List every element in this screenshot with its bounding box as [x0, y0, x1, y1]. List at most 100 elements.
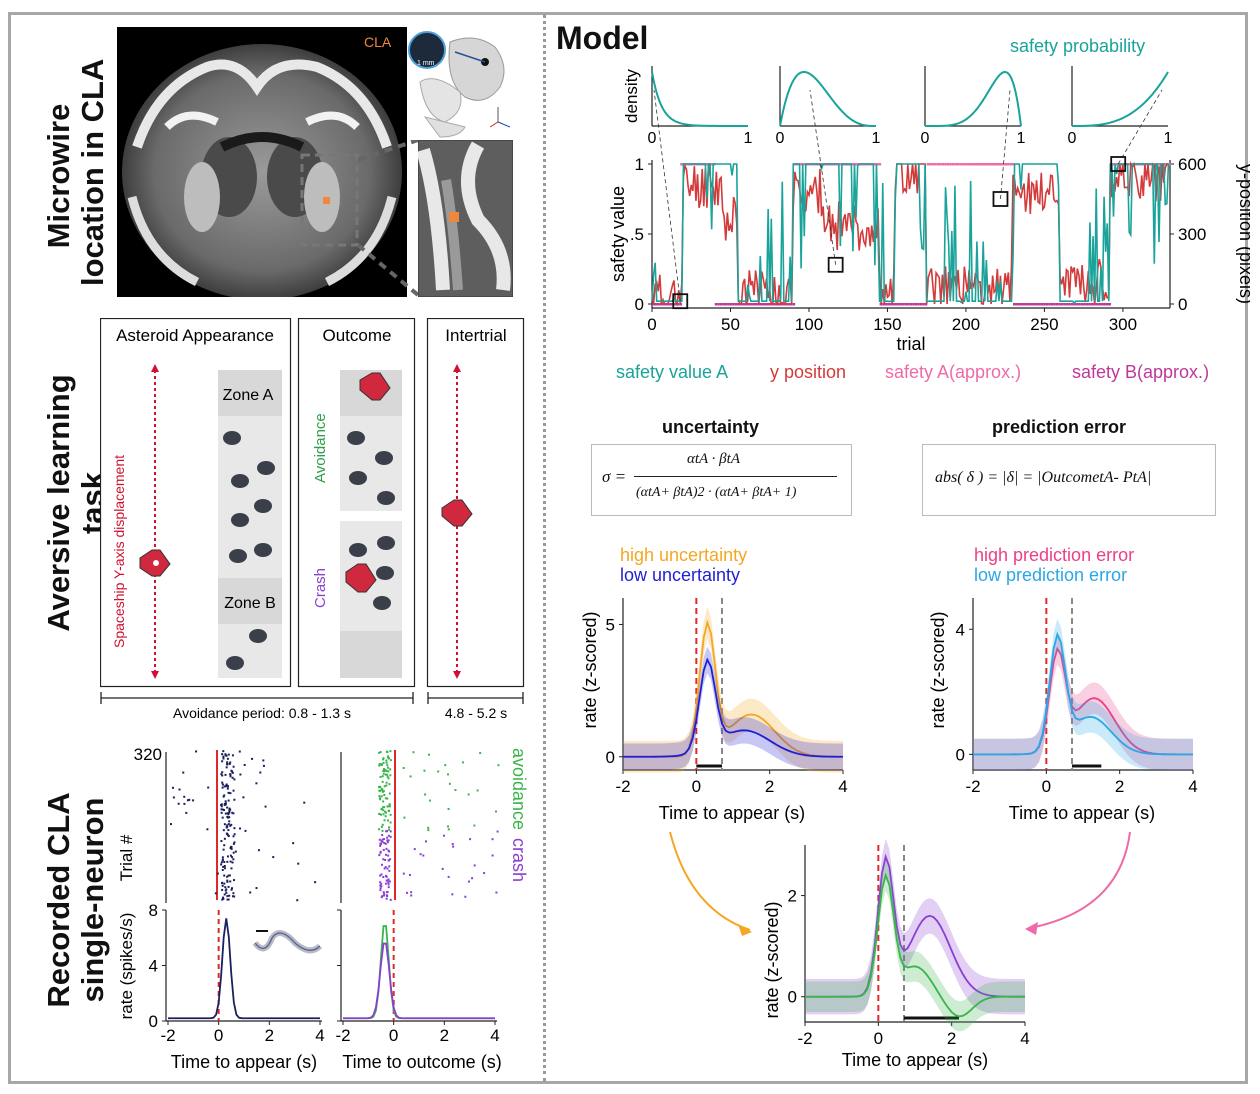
safety-b-dot [1068, 303, 1071, 306]
ytick-label: 5 [606, 615, 615, 634]
safety-b-dot [1043, 303, 1046, 306]
spike-dot [380, 825, 383, 828]
spike-dot [388, 865, 391, 868]
spike-dot [229, 773, 232, 776]
spike-dot [221, 868, 224, 871]
density-tick: 0 [921, 130, 930, 147]
safety-b-dot [1063, 303, 1066, 306]
safety-b-dot [1013, 303, 1016, 306]
spike-dot [405, 891, 408, 894]
spike-dot [257, 849, 260, 852]
spike-dot [383, 894, 386, 897]
spike-dot [386, 841, 389, 844]
spike-dot [232, 851, 235, 854]
spike-dot [387, 770, 390, 773]
safety-value-line [651, 163, 1170, 305]
safety-b-dot [747, 303, 750, 306]
unc-ylabel: rate (z-scored) [580, 611, 600, 728]
spike-dot [380, 873, 383, 876]
spike-dot [223, 882, 226, 885]
spike-dot [428, 799, 431, 802]
spike-dot [386, 764, 389, 767]
spike-dot [384, 811, 387, 814]
safety-b-dot [674, 303, 678, 306]
connector-line [1117, 89, 1163, 165]
panel-divider [543, 14, 546, 1082]
spike-dot [229, 824, 232, 827]
spike-dot [233, 833, 236, 836]
spike-dot [220, 773, 223, 776]
safety-a-dot [959, 163, 962, 166]
safety-b-dot [1030, 303, 1034, 306]
raster-ytop: 320 [134, 745, 162, 764]
spike-dot [272, 856, 275, 859]
spike-dot [227, 813, 230, 816]
safety-b-dot [759, 303, 763, 306]
low-pe-line [973, 631, 1194, 756]
spike-dot [221, 884, 224, 887]
spike-dot [387, 839, 390, 842]
safety-b-dot [907, 303, 910, 306]
safety-a-dot [989, 163, 992, 166]
spike-dot [384, 874, 387, 877]
spike-dot [424, 793, 427, 796]
spike-dot [378, 812, 381, 815]
safety-a-dot [986, 163, 990, 166]
safety-b-dot [717, 303, 720, 306]
xtick-label: 4 [838, 777, 847, 796]
pe-xlabel: Time to appear (s) [1009, 803, 1155, 823]
legend-avoidance: avoidance [509, 748, 529, 830]
avoidance-line [805, 872, 1026, 1018]
spike-dot [451, 893, 454, 896]
spike-dot [206, 828, 209, 831]
spike-dot [471, 877, 474, 880]
ytick-label: 4 [149, 957, 158, 976]
spike-dot [230, 867, 233, 870]
spike-dot [224, 800, 227, 803]
connector-line [1000, 89, 1011, 200]
safety-b-dot [714, 303, 718, 306]
figure-frame [8, 12, 1248, 1084]
xtick-label: 2 [265, 1026, 274, 1045]
spike-dot [229, 880, 232, 883]
xtick-label: 50 [721, 315, 740, 334]
spike-dot [185, 811, 188, 814]
spike-dot [232, 892, 235, 895]
safety-b-dot [1065, 303, 1069, 306]
safety-b-dot [1108, 303, 1111, 306]
high-pe-band [973, 633, 1193, 770]
safety-a-dot [964, 163, 967, 166]
right-ytick-label: 0 [1178, 295, 1187, 314]
spike-dot [496, 830, 499, 833]
xtick-label: 0 [647, 315, 656, 334]
spike-dot [223, 867, 226, 870]
spike-dot [172, 796, 175, 799]
spike-dot [223, 837, 226, 840]
spike-dot [388, 826, 391, 829]
ytick-label: 4 [956, 620, 965, 639]
uncertainty-title: uncertainty [662, 417, 760, 437]
spike-dot [223, 794, 226, 797]
connector-line [809, 89, 837, 265]
spike-dot [389, 821, 392, 824]
spike-dot [222, 897, 225, 900]
spike-dot [382, 772, 385, 775]
spike-dot [382, 800, 385, 803]
spike-dot [379, 776, 382, 779]
spike-dot [225, 766, 228, 769]
spike-dot [232, 835, 235, 838]
spike-dot [384, 866, 387, 869]
safety-a-dot [934, 163, 937, 166]
spike-dot [383, 893, 386, 896]
spike-dot [223, 823, 226, 826]
spike-dot [223, 785, 226, 788]
spike-dot [381, 829, 384, 832]
unc-legend-low: low uncertainty [620, 565, 740, 585]
spike-dot [427, 753, 430, 756]
spike-dot [388, 783, 391, 786]
safety-b-dot [777, 303, 781, 306]
spike-dot [224, 889, 227, 892]
density-tick: 1 [1164, 130, 1173, 147]
xtick-label: 0 [389, 1026, 398, 1045]
spike-dot [227, 874, 230, 877]
